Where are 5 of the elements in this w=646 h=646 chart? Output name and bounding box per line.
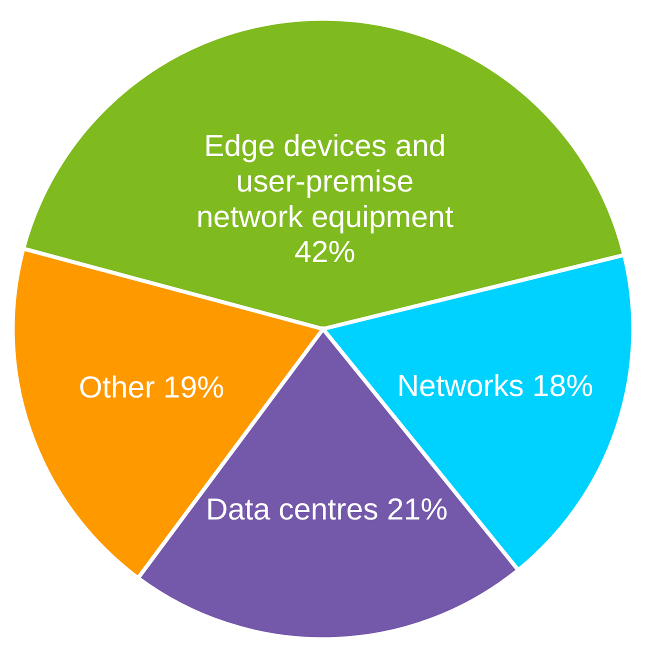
slice-label: Data centres 21%	[206, 492, 448, 526]
data-label: 42%	[294, 235, 356, 270]
slice-label: Other 19%	[78, 370, 224, 405]
slice-label: Networks 18%	[397, 368, 594, 403]
slice-label: Edge devices and user-premise network equipment	[196, 129, 454, 234]
